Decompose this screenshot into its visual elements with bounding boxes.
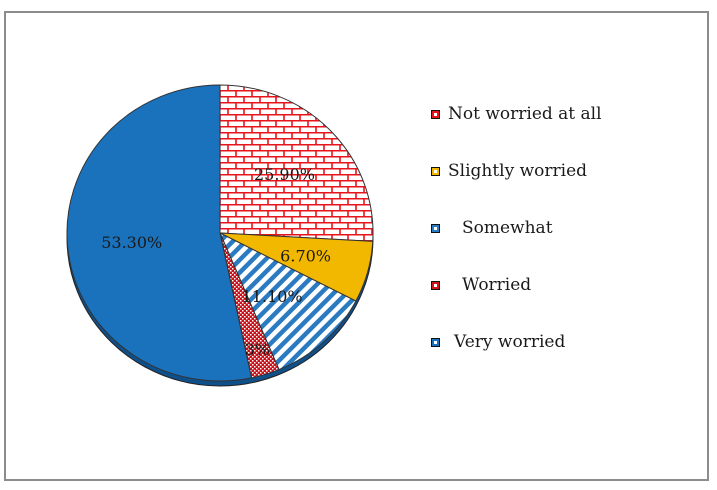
legend-label: Worried <box>462 275 532 295</box>
legend-item-somewhat: Somewhat <box>431 218 553 238</box>
data-label-not-worried-at-all: 25.90% <box>254 165 315 184</box>
pie-slice-not-worried-at-all <box>219 84 374 242</box>
legend-label: Somewhat <box>462 218 553 238</box>
legend-label: Not worried at all <box>448 104 602 124</box>
legend-swatch <box>431 280 440 290</box>
pie-slice-very-worried <box>66 84 253 382</box>
data-label-very-worried: 53.30% <box>101 233 162 252</box>
legend-swatch <box>431 223 440 233</box>
data-label-worried: 3% <box>245 340 270 359</box>
legend-item-very-worried: Very worried <box>431 332 565 352</box>
data-label-slightly-worried: 6.70% <box>280 247 331 266</box>
legend-swatch <box>431 109 440 119</box>
legend-label: Slightly worried <box>448 161 588 181</box>
legend-item-worried: Worried <box>431 275 531 295</box>
legend-label: Very worried <box>454 332 566 352</box>
legend-item-slightly-worried: Slightly worried <box>431 161 587 181</box>
legend-swatch <box>431 166 440 176</box>
data-label-somewhat: 11.10% <box>242 287 303 306</box>
legend-item-not-worried-at-all: Not worried at all <box>431 104 602 124</box>
pie-slice-somewhat <box>218 231 357 371</box>
legend-swatch <box>431 337 440 347</box>
